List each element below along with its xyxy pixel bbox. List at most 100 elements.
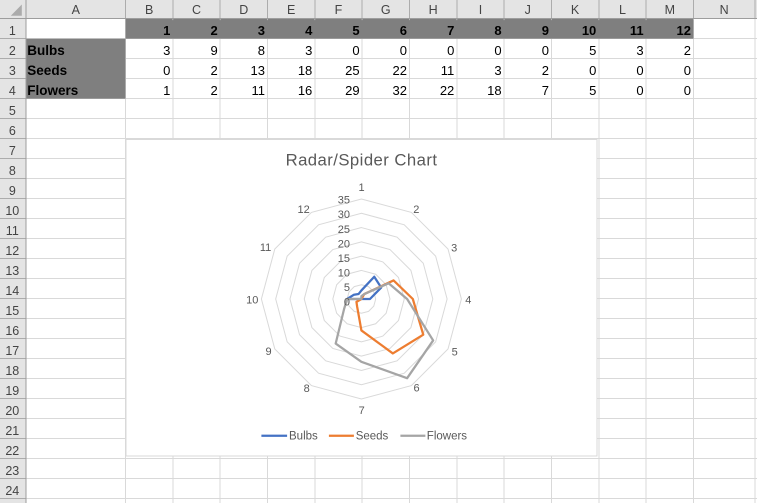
svg-text:7: 7 [359, 405, 365, 417]
svg-text:5: 5 [589, 83, 596, 98]
svg-text:0: 0 [163, 63, 170, 78]
svg-text:3: 3 [258, 23, 265, 38]
svg-text:20: 20 [338, 239, 350, 251]
svg-text:7: 7 [542, 83, 549, 98]
svg-text:2: 2 [684, 43, 691, 58]
svg-text:29: 29 [345, 83, 359, 98]
svg-text:0: 0 [352, 43, 359, 58]
svg-text:13: 13 [5, 264, 19, 278]
svg-text:0: 0 [447, 43, 454, 58]
svg-text:2: 2 [210, 23, 217, 38]
svg-text:8: 8 [9, 164, 16, 178]
svg-text:6: 6 [414, 383, 420, 395]
svg-text:10: 10 [246, 294, 258, 306]
svg-text:22: 22 [440, 83, 454, 98]
svg-text:12: 12 [297, 204, 309, 216]
svg-text:24: 24 [5, 484, 19, 498]
svg-text:0: 0 [684, 63, 691, 78]
svg-text:3: 3 [636, 43, 643, 58]
svg-text:19: 19 [5, 384, 19, 398]
svg-text:Radar/Spider Chart: Radar/Spider Chart [286, 151, 438, 170]
svg-text:C: C [192, 3, 201, 17]
svg-text:0: 0 [589, 63, 596, 78]
svg-text:1: 1 [163, 83, 170, 98]
svg-text:1: 1 [9, 24, 16, 38]
svg-text:0: 0 [636, 63, 643, 78]
svg-text:Bulbs: Bulbs [289, 431, 318, 443]
svg-text:0: 0 [636, 83, 643, 98]
svg-text:4: 4 [465, 295, 471, 307]
svg-text:11: 11 [6, 224, 19, 238]
svg-text:13: 13 [251, 63, 265, 78]
svg-text:11: 11 [630, 23, 644, 38]
svg-text:5: 5 [452, 346, 458, 358]
svg-text:25: 25 [338, 224, 350, 236]
svg-text:18: 18 [487, 83, 501, 98]
svg-text:L: L [619, 3, 626, 17]
svg-text:9: 9 [542, 23, 549, 38]
svg-text:D: D [239, 3, 248, 17]
svg-text:N: N [720, 3, 729, 17]
svg-text:16: 16 [298, 83, 312, 98]
svg-text:B: B [145, 3, 153, 17]
svg-text:2: 2 [210, 63, 217, 78]
svg-text:11: 11 [252, 83, 266, 98]
svg-text:6: 6 [400, 23, 407, 38]
svg-text:6: 6 [9, 124, 16, 138]
svg-text:1: 1 [358, 182, 364, 194]
svg-text:9: 9 [9, 184, 16, 198]
svg-text:8: 8 [304, 383, 310, 395]
svg-text:5: 5 [9, 104, 16, 118]
svg-text:10: 10 [338, 268, 350, 280]
svg-text:15: 15 [338, 253, 350, 265]
svg-text:2: 2 [413, 204, 419, 216]
svg-text:3: 3 [9, 64, 16, 78]
svg-text:4: 4 [9, 84, 16, 98]
svg-text:10: 10 [582, 23, 596, 38]
svg-text:3: 3 [163, 43, 170, 58]
svg-text:5: 5 [344, 282, 350, 294]
svg-text:Seeds: Seeds [356, 431, 389, 443]
svg-text:G: G [381, 3, 391, 17]
svg-text:H: H [429, 3, 438, 17]
svg-text:16: 16 [5, 324, 19, 338]
svg-text:5: 5 [589, 43, 596, 58]
svg-text:12: 12 [677, 23, 691, 38]
svg-text:35: 35 [338, 195, 350, 207]
svg-text:3: 3 [494, 63, 501, 78]
svg-text:3: 3 [451, 243, 457, 255]
svg-text:Flowers: Flowers [427, 431, 468, 443]
svg-text:0: 0 [542, 43, 549, 58]
svg-text:12: 12 [5, 244, 19, 258]
svg-text:5: 5 [352, 23, 359, 38]
svg-text:11: 11 [441, 63, 455, 78]
svg-text:18: 18 [5, 364, 19, 378]
svg-text:0: 0 [344, 296, 350, 308]
svg-text:Seeds: Seeds [27, 63, 67, 78]
svg-text:4: 4 [305, 23, 313, 38]
svg-text:7: 7 [9, 144, 16, 158]
svg-text:F: F [335, 3, 343, 17]
svg-text:K: K [571, 3, 580, 17]
svg-text:21: 21 [5, 424, 19, 438]
svg-text:20: 20 [5, 404, 19, 418]
svg-text:0: 0 [494, 43, 501, 58]
svg-text:I: I [479, 3, 482, 17]
svg-text:9: 9 [266, 346, 272, 358]
svg-text:3: 3 [305, 43, 312, 58]
svg-text:30: 30 [338, 209, 350, 221]
svg-text:2: 2 [9, 44, 16, 58]
svg-text:Bulbs: Bulbs [27, 43, 65, 58]
svg-text:2: 2 [542, 63, 549, 78]
svg-text:22: 22 [393, 63, 407, 78]
svg-text:8: 8 [258, 43, 265, 58]
svg-text:E: E [287, 3, 295, 17]
svg-text:17: 17 [5, 344, 19, 358]
svg-text:1: 1 [163, 23, 170, 38]
svg-text:32: 32 [393, 83, 407, 98]
svg-text:15: 15 [5, 304, 19, 318]
svg-text:11: 11 [260, 242, 271, 254]
svg-text:Flowers: Flowers [27, 83, 78, 98]
svg-text:14: 14 [5, 284, 19, 298]
svg-text:22: 22 [5, 444, 19, 458]
